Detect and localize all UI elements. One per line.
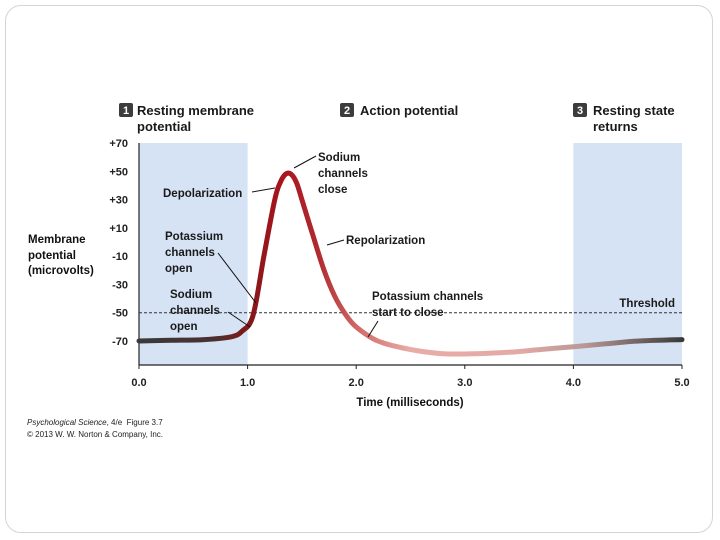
annotation-sodium-close-2: channels [318, 168, 368, 180]
y-tick-label: +10 [109, 223, 128, 235]
phase-2-title-line1: Action potential [360, 103, 458, 118]
annotation-potassium-close-1: Potassium channels [372, 291, 483, 303]
slide-frame [5, 5, 713, 533]
credit-line-1: Psychological Science, 4/e Figure 3.7 [27, 418, 163, 427]
annotation-sodium-open-2: channels [170, 305, 220, 317]
leader-repolarization [326, 239, 345, 246]
annotation-potassium-close-2: start to close [372, 307, 444, 319]
credit-edition: , 4/e [106, 418, 123, 427]
credit-book-title: Psychological Science [27, 418, 107, 427]
phase-1-title-line2: potential [137, 119, 191, 134]
axes [138, 143, 682, 366]
annotation-potassium-open-1: Potassium [165, 231, 223, 243]
y-tick-label: +70 [109, 138, 128, 150]
annotation-sodium-open-1: Sodium [170, 289, 212, 301]
y-tick-label: +30 [109, 195, 128, 207]
phase-1-title-line1: Resting membrane [137, 103, 254, 118]
phase-3-title-line1: Resting state [593, 103, 675, 118]
leader-potassium-close [367, 320, 379, 338]
shaded-region-2 [573, 143, 682, 365]
y-tick-label: -70 [112, 336, 128, 348]
x-axis-label: Time (milliseconds) [356, 397, 463, 409]
annotation-potassium-open-3: open [165, 263, 192, 275]
phase-1-number-box [119, 103, 133, 117]
credit-figure: Figure 3.7 [126, 418, 163, 427]
x-tick-label: 3.0 [457, 377, 472, 389]
leader-depolarization [251, 187, 276, 193]
x-tick-label: 0.0 [131, 377, 146, 389]
y-tick-label: +50 [109, 166, 128, 178]
phase-1-number: 1 [123, 105, 129, 117]
membrane-potential-curve [136, 170, 685, 357]
annotation-sodium-open-3: open [170, 321, 197, 333]
annotation-potassium-open-2: channels [165, 247, 215, 259]
phase-2-number-box [340, 103, 354, 117]
x-tick-labels: 0.0 1.0 2.0 3.0 4.0 5.0 [131, 365, 690, 389]
annotation-repolarization: Repolarization [346, 235, 425, 247]
leader-sodium-close [293, 155, 317, 169]
phase-2-number: 2 [344, 105, 350, 117]
y-axis-label-line2: potential [28, 250, 76, 262]
shaded-region-1 [139, 143, 248, 365]
leader-sodium-open [227, 311, 251, 328]
x-tick-label: 1.0 [240, 377, 255, 389]
phase-1-header: 1 Resting membrane potential [119, 103, 254, 134]
leader-potassium-open [217, 252, 257, 304]
annotation-depolarization: Depolarization [163, 188, 242, 200]
phase-2-header: 2 Action potential [340, 103, 458, 118]
x-tick-label: 4.0 [566, 377, 581, 389]
y-tick-label: -50 [112, 308, 128, 320]
y-tick-label: -30 [112, 279, 128, 291]
x-tick-label: 2.0 [349, 377, 364, 389]
annotation-sodium-close-3: close [318, 184, 347, 196]
phase-3-number: 3 [577, 105, 583, 117]
phase-3-title-line2: returns [593, 119, 638, 134]
y-axis-label-line1: Membrane [28, 234, 86, 246]
phase-3-header: 3 Resting state returns [573, 103, 675, 134]
threshold-label: Threshold [619, 298, 675, 310]
y-axis-label-line3: (microvolts) [28, 265, 94, 277]
phase-3-number-box [573, 103, 587, 117]
x-tick-label: 5.0 [674, 377, 689, 389]
shaded-regions [139, 143, 682, 365]
credit-line-2: © 2013 W. W. Norton & Company, Inc. [27, 430, 164, 439]
annotation-sodium-close-1: Sodium [318, 152, 360, 164]
y-tick-label: -10 [112, 251, 128, 263]
y-tick-labels: +70 +50 +30 +10 -10 -30 -50 -70 [109, 138, 128, 348]
